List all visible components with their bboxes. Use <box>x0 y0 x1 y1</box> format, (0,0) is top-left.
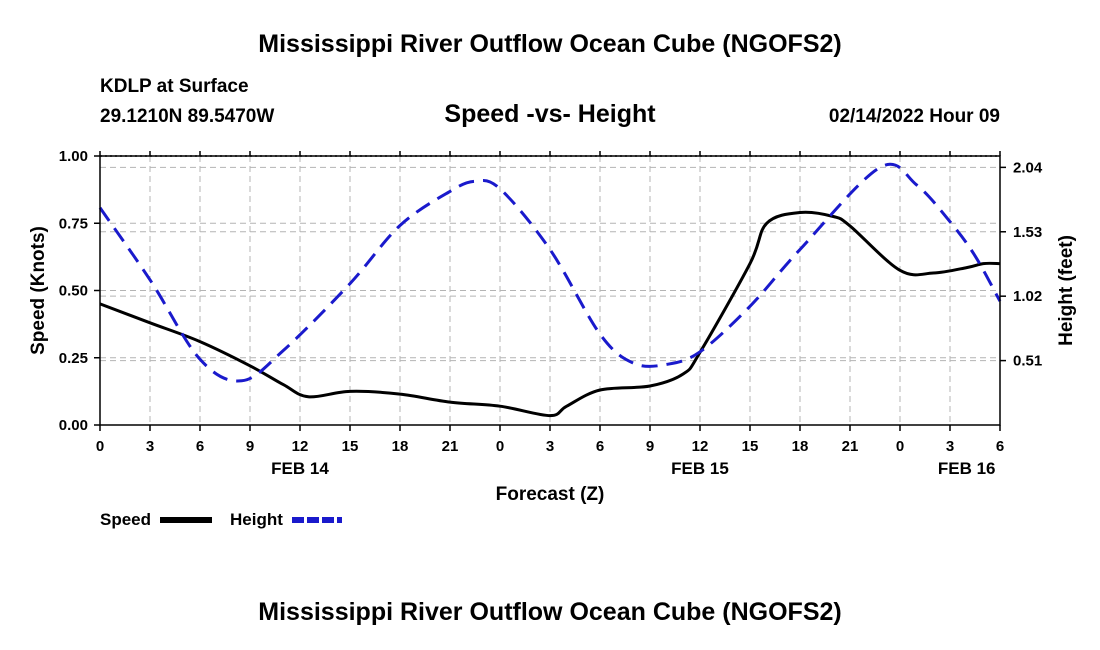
station-coordinates: 29.1210N 89.5470W <box>100 106 275 127</box>
legend-label-height: Height <box>230 510 283 529</box>
chart-main-title-repeat: Mississippi River Outflow Ocean Cube (NG… <box>258 598 842 626</box>
x-tick-label: 0 <box>96 438 104 455</box>
forecast-date: 02/14/2022 Hour 09 <box>828 106 1000 127</box>
x-tick-label: 12 <box>692 438 709 455</box>
y-axis-right-label: Height (feet) <box>1056 235 1077 346</box>
chart-subtitle: Speed -vs- Height <box>444 100 656 128</box>
date-label: FEB 14 <box>271 459 329 478</box>
x-tick-label: 3 <box>946 438 954 455</box>
x-tick-label: 6 <box>196 438 204 455</box>
y-axis-left-label: Speed (Knots) <box>28 226 49 355</box>
y-left-tick-label: 1.00 <box>59 148 88 165</box>
chart-main-title: Mississippi River Outflow Ocean Cube (NG… <box>258 30 842 58</box>
x-tick-label: 18 <box>392 438 409 455</box>
x-tick-label: 15 <box>742 438 759 455</box>
series-line-height <box>98 162 1002 383</box>
date-label: FEB 16 <box>938 459 996 478</box>
series-layer <box>98 162 1002 418</box>
legend: Speed Height <box>100 510 342 529</box>
y-right-tick-label: 0.51 <box>1013 353 1042 370</box>
x-tick-label: 15 <box>342 438 359 455</box>
y-left-tick-label: 0.50 <box>59 283 88 300</box>
date-label: FEB 15 <box>671 459 729 478</box>
x-tick-label: 6 <box>596 438 604 455</box>
axes-layer: 0 3 6 9 12 15 18 21 0 3 6 9 12 15 18 21 0 3 6 FEB 14 FEB 15 F… <box>59 148 1043 478</box>
x-tick-label: 18 <box>792 438 809 455</box>
x-tick-label: 3 <box>146 438 154 455</box>
x-tick-label: 0 <box>896 438 904 455</box>
x-tick-label: 0 <box>496 438 504 455</box>
series-line-speed <box>99 210 1001 418</box>
x-tick-label: 9 <box>246 438 254 455</box>
x-tick-label: 9 <box>646 438 654 455</box>
station-label: KDLP at Surface <box>100 76 249 97</box>
x-axis-label: Forecast (Z) <box>496 484 605 505</box>
y-left-tick-label: 0.00 <box>59 417 88 434</box>
grid-lines <box>100 155 1000 425</box>
legend-label-speed: Speed <box>100 510 151 529</box>
y-right-tick-label: 1.02 <box>1013 288 1042 305</box>
x-tick-label: 12 <box>292 438 309 455</box>
y-left-tick-label: 0.25 <box>59 350 88 367</box>
x-tick-label: 21 <box>842 438 859 455</box>
y-right-tick-label: 1.53 <box>1013 224 1042 241</box>
y-left-tick-label: 0.75 <box>59 215 88 232</box>
x-tick-label: 6 <box>996 438 1004 455</box>
x-tick-label: 21 <box>442 438 459 455</box>
x-tick-label: 3 <box>546 438 554 455</box>
y-right-tick-label: 2.04 <box>1013 159 1043 176</box>
